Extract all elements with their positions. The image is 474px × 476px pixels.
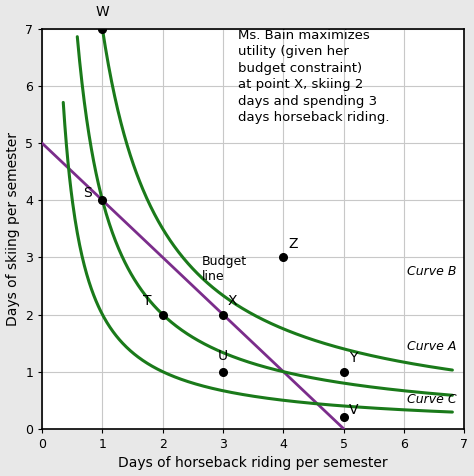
X-axis label: Days of horseback riding per semester: Days of horseback riding per semester: [118, 456, 388, 470]
Text: Ms. Bain maximizes
utility (given her
budget constraint)
at point X, skiing 2
da: Ms. Bain maximizes utility (given her bu…: [238, 29, 390, 125]
Text: Y: Y: [348, 351, 357, 365]
Text: Curve C: Curve C: [407, 393, 457, 406]
Text: X: X: [228, 294, 237, 308]
Text: Curve B: Curve B: [407, 265, 456, 278]
Text: V: V: [348, 404, 358, 417]
Text: S: S: [83, 187, 91, 200]
Text: U: U: [218, 349, 228, 363]
Text: Curve A: Curve A: [407, 339, 456, 353]
Y-axis label: Days of skiing per semester: Days of skiing per semester: [6, 132, 19, 326]
Text: T: T: [144, 294, 152, 308]
Text: Z: Z: [288, 237, 298, 251]
Text: Budget
line: Budget line: [202, 255, 247, 283]
Text: W: W: [96, 5, 109, 19]
